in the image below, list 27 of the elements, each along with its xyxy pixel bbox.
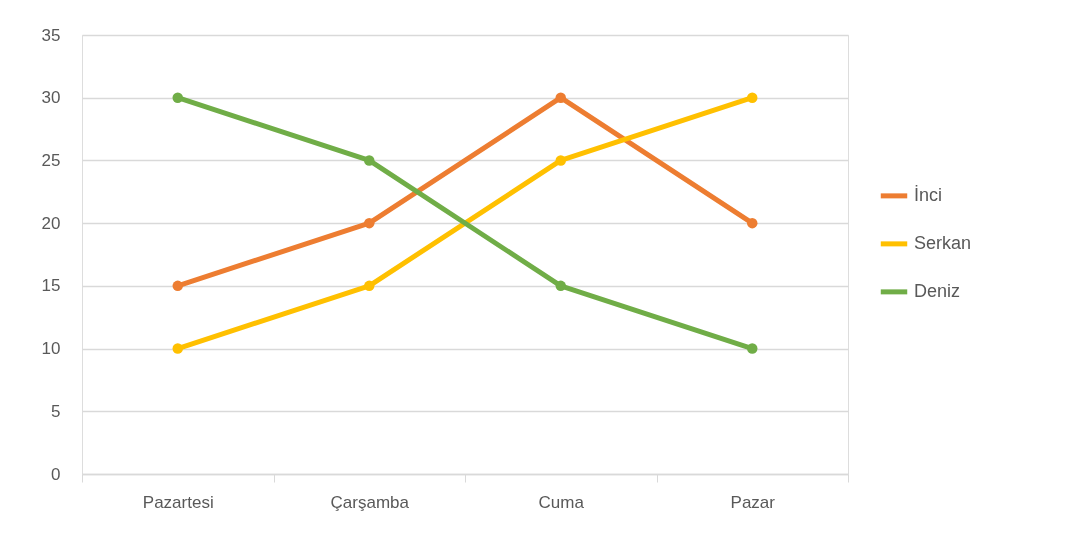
y-tick-label: 5: [51, 401, 61, 421]
point: [555, 280, 566, 292]
y-tick-label: 30: [41, 88, 61, 108]
point: [172, 280, 183, 292]
x-tick-label: Çarşamba: [330, 492, 410, 512]
y-tick-label: 20: [41, 213, 61, 233]
point: [555, 155, 566, 166]
legend-label: Serkan: [914, 232, 972, 253]
y-tick-label: 35: [41, 25, 61, 45]
point: [747, 92, 758, 103]
legend-label: İnci: [914, 184, 943, 205]
point: [747, 343, 758, 354]
y-tick-label: 15: [41, 276, 61, 296]
y-tick-label: 0: [51, 464, 61, 484]
point: [747, 217, 758, 229]
legend-label: Deniz: [914, 280, 961, 301]
point: [364, 217, 375, 229]
point: [555, 92, 566, 103]
y-tick-label: 25: [41, 150, 61, 170]
point: [172, 92, 183, 103]
point: [364, 280, 375, 292]
y-tick-label: 10: [41, 339, 61, 359]
x-tick-label: Cuma: [538, 492, 585, 512]
point: [172, 343, 183, 354]
x-tick-label: Pazartesi: [142, 492, 214, 512]
x-tick-label: Pazar: [730, 492, 776, 512]
point: [364, 155, 375, 166]
